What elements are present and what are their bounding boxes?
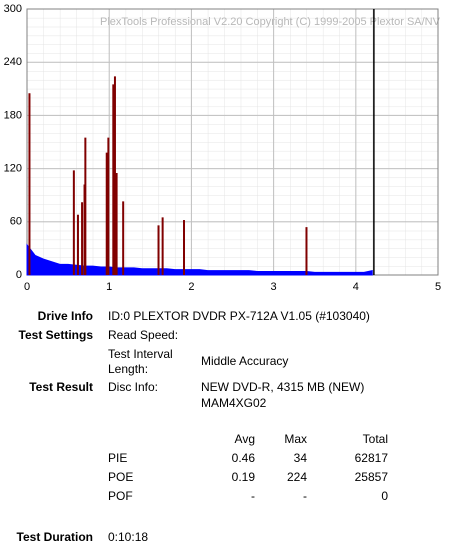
table-cell: Total (362, 432, 388, 446)
label: Test Result (29, 380, 93, 394)
value: 0:10:18 (108, 530, 149, 544)
watermark: PlexTools Professional V2.20 Copyright (… (100, 16, 441, 28)
table-cell: 62817 (354, 451, 388, 465)
value: ID:0 PLEXTOR DVDR PX-712A V1.05 (#103040… (108, 309, 370, 323)
table-cell: POE (108, 470, 134, 484)
table-cell: PIE (108, 451, 128, 465)
pie-area (26, 243, 373, 276)
label: Drive Info (37, 309, 93, 323)
x-tick-label: 3 (271, 281, 277, 293)
table-cell: 0 (381, 489, 388, 503)
table-cell: 224 (286, 470, 307, 484)
x-tick-label: 2 (188, 281, 194, 293)
table-cell: 0.19 (231, 470, 255, 484)
x-tick-label: 4 (353, 281, 359, 293)
y-tick-label: 240 (4, 56, 22, 68)
table-cell: Max (284, 432, 307, 446)
value: Disc Info: (108, 380, 159, 394)
x-tick-label: 0 (24, 281, 30, 293)
x-tick-label: 5 (435, 281, 441, 293)
minor-grid (27, 9, 438, 275)
table-cell: - (303, 489, 307, 503)
table-cell: - (251, 489, 255, 503)
table-cell: POF (108, 489, 133, 503)
chart: PlexTools Professional V2.20 Copyright (… (4, 3, 441, 293)
y-tick-label: 180 (4, 109, 22, 121)
y-tick-label: 300 (4, 3, 22, 15)
table-cell: Avg (234, 432, 255, 446)
table-cell: 0.46 (231, 451, 255, 465)
value: NEW DVD-R, 4315 MB (NEW) (201, 380, 365, 394)
x-tick-label: 1 (106, 281, 112, 293)
table-cell: 25857 (354, 470, 388, 484)
value: Middle Accuracy (201, 354, 289, 368)
value: MAM4XG02 (201, 396, 267, 410)
table-cell: 34 (293, 451, 307, 465)
label: Test Settings (18, 328, 93, 342)
y-tick-label: 60 (10, 216, 22, 228)
value: Read Speed: (108, 328, 179, 342)
y-tick-label: 0 (16, 269, 22, 281)
label: Test Duration (16, 530, 93, 544)
y-tick-label: 120 (4, 163, 22, 175)
value: Test Interval Length: (108, 347, 173, 376)
